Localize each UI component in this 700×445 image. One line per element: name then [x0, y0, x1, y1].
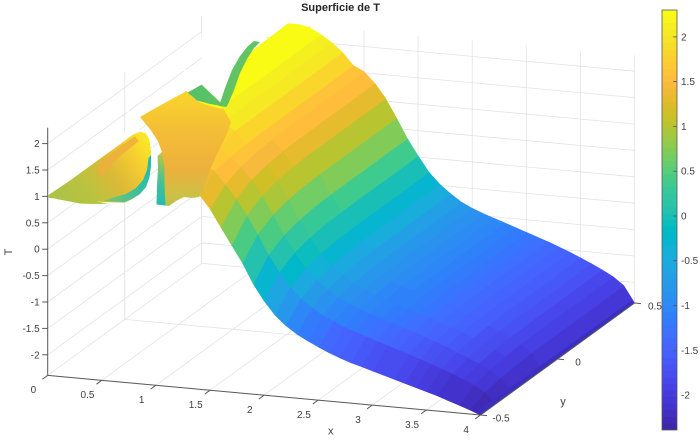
svg-text:2: 2: [34, 139, 40, 150]
svg-text:0.5: 0.5: [81, 390, 95, 401]
svg-text:-1.5: -1.5: [681, 346, 699, 357]
svg-text:2.5: 2.5: [297, 410, 311, 421]
svg-text:0.5: 0.5: [681, 167, 695, 178]
svg-text:-0.5: -0.5: [681, 256, 699, 267]
svg-text:0: 0: [31, 385, 37, 396]
svg-text:3: 3: [355, 415, 361, 426]
svg-text:0.5: 0.5: [648, 302, 662, 313]
svg-text:-0.5: -0.5: [492, 414, 510, 425]
svg-text:0: 0: [681, 212, 687, 223]
svg-text:2: 2: [681, 32, 687, 43]
svg-text:-2: -2: [681, 391, 690, 402]
svg-text:-1.5: -1.5: [22, 324, 40, 335]
svg-text:Superficie de T: Superficie de T: [301, 2, 380, 14]
svg-text:1.5: 1.5: [681, 77, 695, 88]
svg-text:T: T: [3, 248, 15, 255]
svg-text:0: 0: [34, 245, 40, 256]
svg-text:-1: -1: [31, 298, 40, 309]
svg-text:2: 2: [247, 405, 253, 416]
svg-text:x: x: [328, 426, 334, 438]
svg-text:4: 4: [463, 425, 469, 436]
svg-text:y: y: [560, 396, 566, 408]
svg-text:1: 1: [34, 192, 40, 203]
svg-text:1: 1: [681, 122, 687, 133]
svg-text:-2: -2: [31, 350, 40, 361]
svg-text:1: 1: [139, 395, 145, 406]
svg-text:3.5: 3.5: [405, 420, 419, 431]
svg-text:0: 0: [575, 358, 581, 369]
svg-text:1.5: 1.5: [189, 400, 203, 411]
svg-text:-0.5: -0.5: [22, 271, 40, 282]
svg-text:1.5: 1.5: [26, 166, 40, 177]
svg-text:-1: -1: [681, 301, 690, 312]
svg-text:0.5: 0.5: [26, 218, 40, 229]
